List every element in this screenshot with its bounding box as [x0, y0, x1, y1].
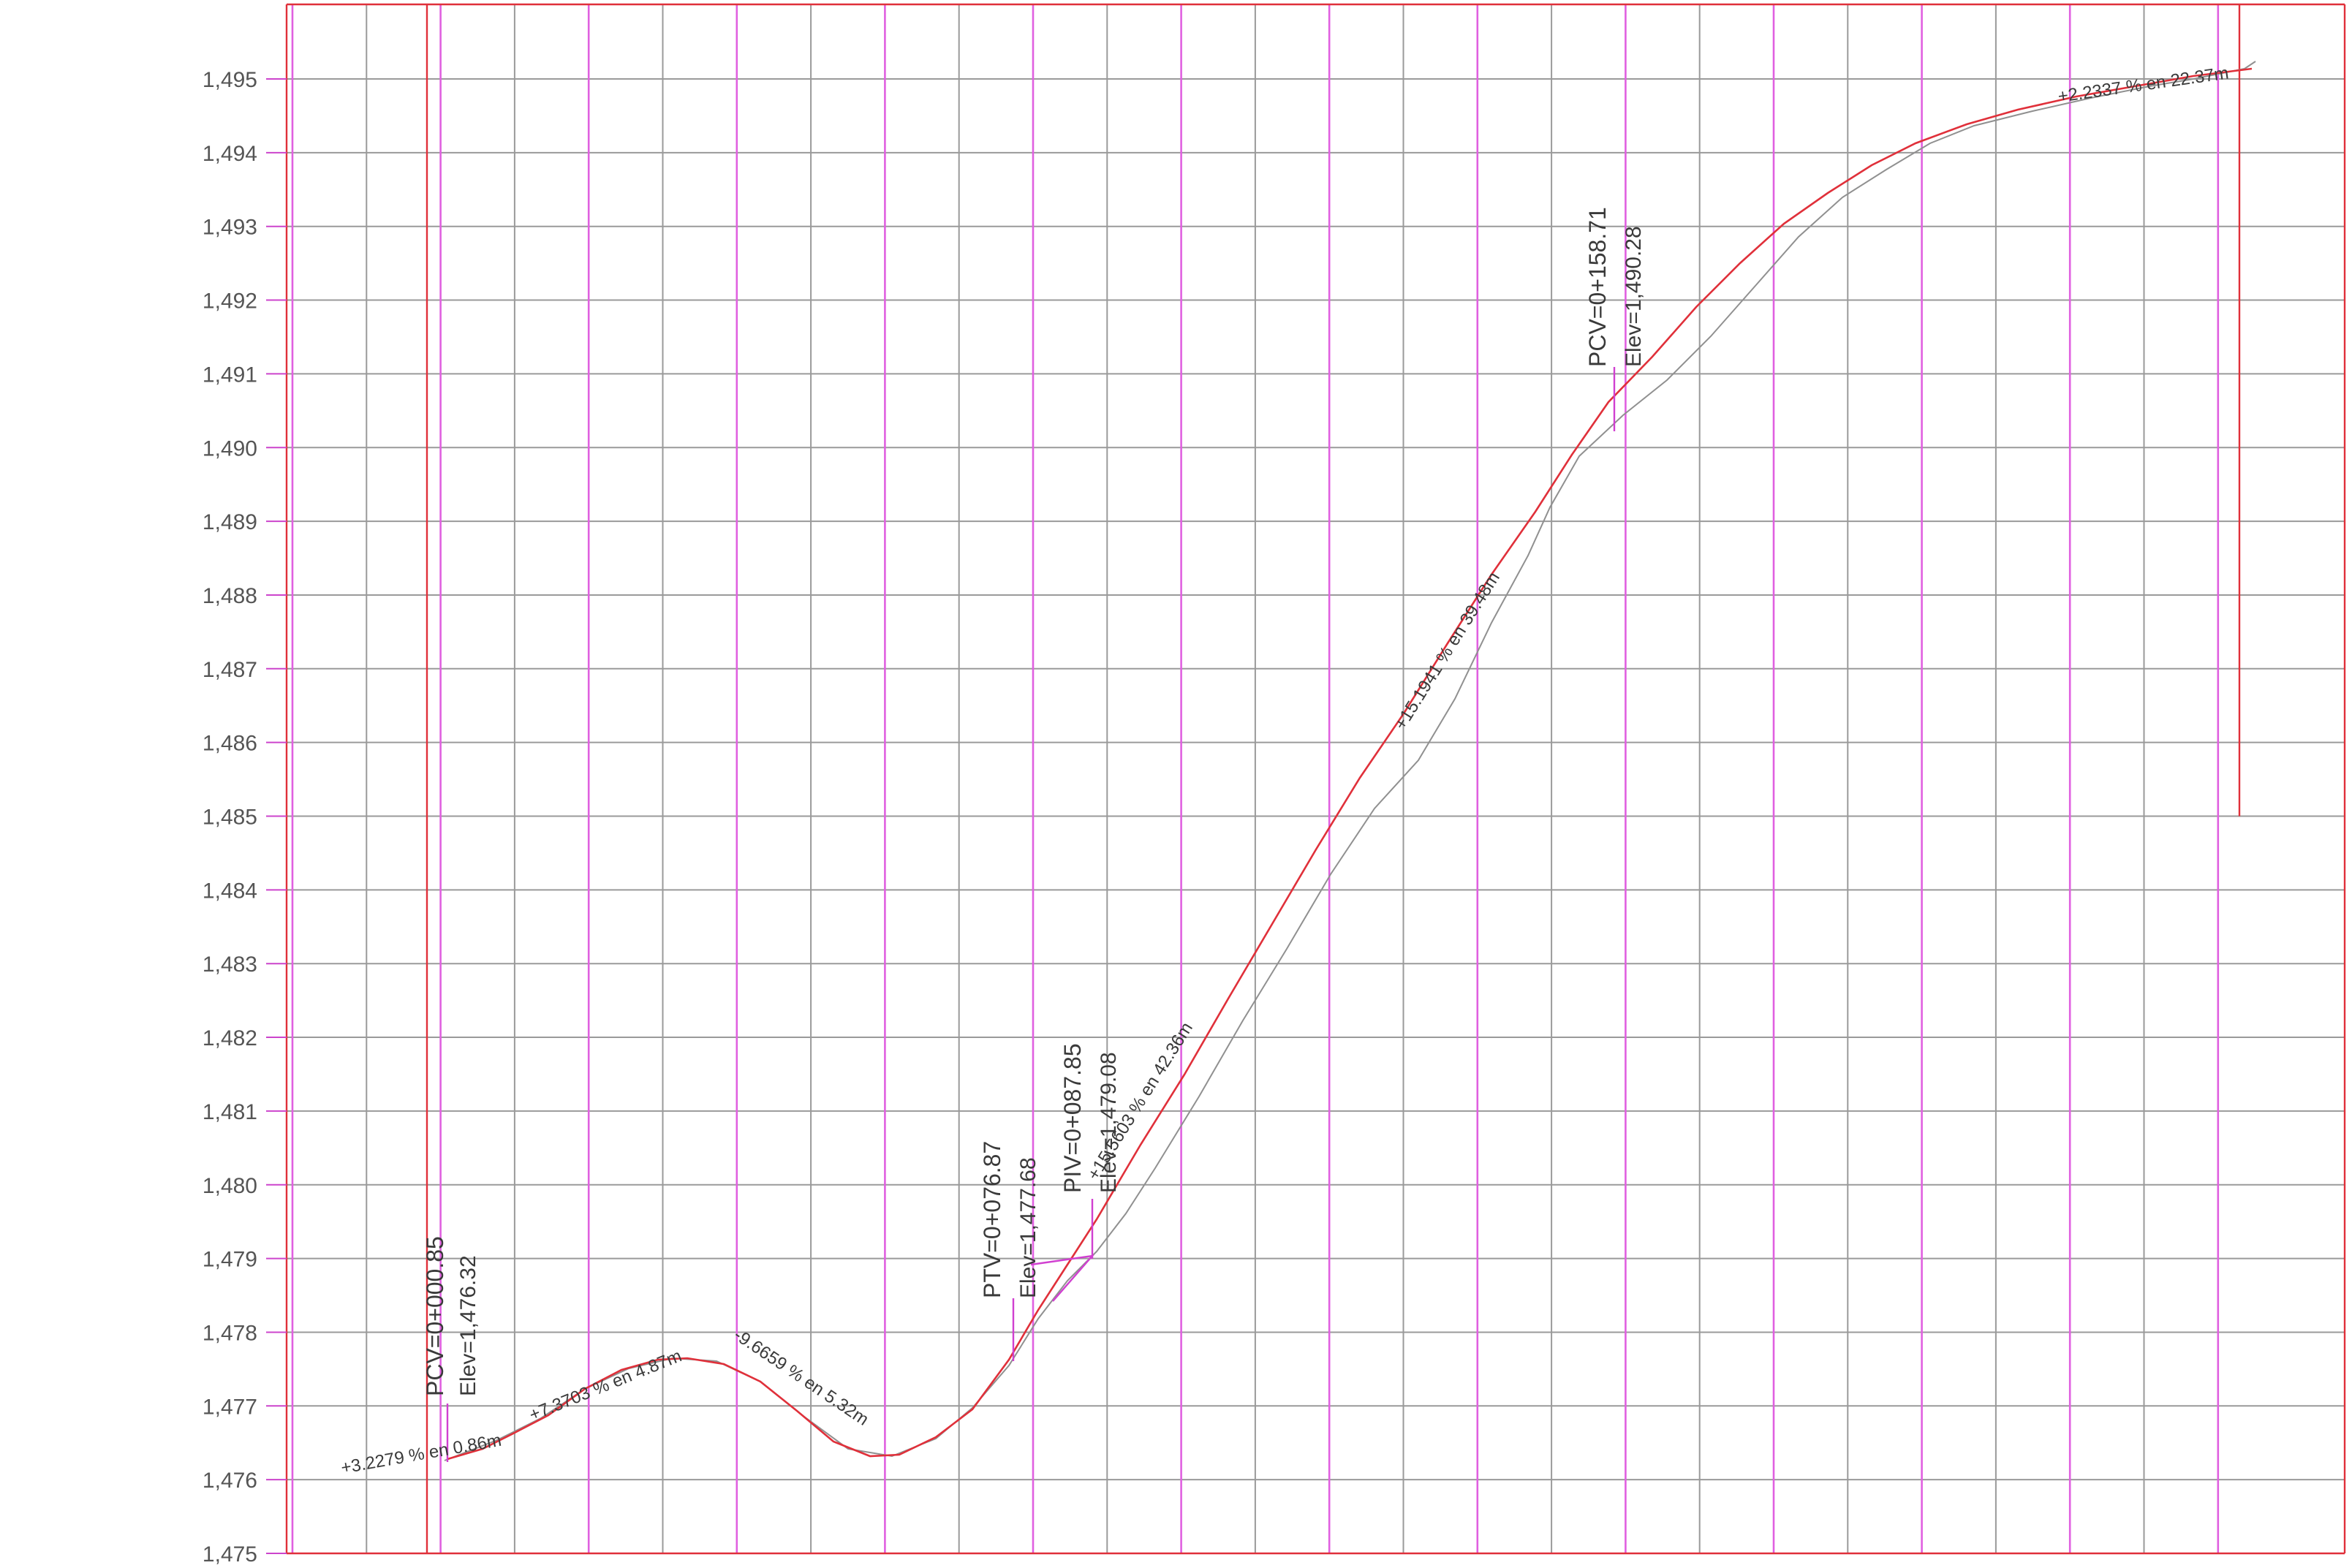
tick-label-19: 1,494	[203, 142, 257, 166]
station-markers	[446, 367, 1616, 1462]
pcv-2-elev: Elev=1,490.28	[1622, 226, 1646, 367]
tick-label-6: 1,481	[203, 1100, 257, 1124]
tick-label-8: 1,483	[203, 952, 257, 977]
tick-label-16: 1,491	[203, 363, 257, 387]
piv-tangent-marker	[1030, 1254, 1095, 1302]
pcv-1-elev: Elev=1,476.32	[456, 1255, 480, 1396]
design-grade-line	[447, 67, 2253, 1461]
pcv-2-station: PCV=0+158.71	[1584, 207, 1611, 367]
tick-label-10: 1,485	[203, 806, 257, 830]
horizontal-grid	[287, 78, 2345, 1554]
tick-label-12: 1,487	[203, 658, 257, 682]
ptv-station: PTV=0+076.87	[979, 1141, 1005, 1298]
pcv-1-station: PCV=0+000.85	[422, 1236, 448, 1396]
tick-label-4: 1,479	[203, 1248, 257, 1272]
tick-label-11: 1,486	[203, 732, 257, 756]
tick-label-1: 1,476	[203, 1469, 257, 1493]
tick-label-3: 1,478	[203, 1321, 257, 1345]
tick-label-18: 1,493	[203, 216, 257, 240]
tick-label-5: 1,480	[203, 1174, 257, 1198]
piv-elev: Elev=1,479.08	[1097, 1052, 1121, 1193]
ptv-elev: Elev=1,477.68	[1016, 1157, 1040, 1298]
vertical-grid	[291, 4, 2220, 1553]
tick-label-15: 1,490	[203, 436, 257, 461]
piv-station: PIV=0+087.85	[1059, 1043, 1086, 1193]
drawing-frame	[285, 3, 2346, 1555]
tick-label-2: 1,477	[203, 1395, 257, 1419]
tick-label-17: 1,492	[203, 289, 257, 314]
tick-label-13: 1,488	[203, 584, 257, 608]
tick-label-0: 1,475	[203, 1542, 257, 1567]
profile-curves	[444, 61, 2256, 1461]
tick-label-14: 1,489	[203, 510, 257, 534]
tick-label-9: 1,484	[203, 879, 257, 903]
tick-label-7: 1,482	[203, 1026, 257, 1050]
tick-label-20: 1,495	[203, 68, 257, 92]
elevation-axis: 1,475 1,476 1,477 1,478 1,479 1,480 1,481 1,482…	[203, 68, 287, 1567]
